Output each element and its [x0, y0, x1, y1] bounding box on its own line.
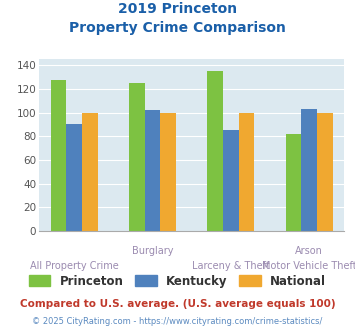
- Bar: [239, 113, 254, 231]
- Bar: [129, 83, 145, 231]
- Text: All Property Crime: All Property Crime: [30, 261, 119, 271]
- Text: 2019 Princeton: 2019 Princeton: [118, 2, 237, 16]
- Bar: [66, 124, 82, 231]
- Bar: [301, 109, 317, 231]
- Text: © 2025 CityRating.com - https://www.cityrating.com/crime-statistics/: © 2025 CityRating.com - https://www.city…: [32, 317, 323, 326]
- Bar: [160, 113, 176, 231]
- Bar: [207, 71, 223, 231]
- Text: Larceny & Theft: Larceny & Theft: [192, 261, 270, 271]
- Legend: Princeton, Kentucky, National: Princeton, Kentucky, National: [24, 270, 331, 292]
- Text: Property Crime Comparison: Property Crime Comparison: [69, 21, 286, 35]
- Bar: [286, 134, 301, 231]
- Text: Burglary: Burglary: [132, 246, 173, 256]
- Bar: [223, 130, 239, 231]
- Text: Motor Vehicle Theft: Motor Vehicle Theft: [262, 261, 355, 271]
- Bar: [51, 80, 66, 231]
- Bar: [145, 110, 160, 231]
- Bar: [317, 113, 333, 231]
- Bar: [82, 113, 98, 231]
- Text: Compared to U.S. average. (U.S. average equals 100): Compared to U.S. average. (U.S. average …: [20, 299, 335, 309]
- Text: Arson: Arson: [295, 246, 323, 256]
